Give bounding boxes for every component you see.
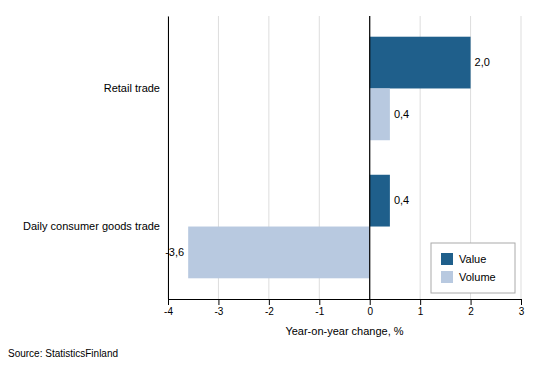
legend-swatch — [441, 253, 453, 265]
x-axis: -4 -3 -2 -1 0 1 2 3 — [164, 299, 525, 317]
x-axis-line — [169, 300, 522, 306]
data-label: -3,6 — [165, 246, 184, 258]
x-axis-title: Year-on-year change, % — [285, 325, 403, 337]
x-tick: 0 — [367, 299, 373, 317]
x-tick-label: -1 — [315, 306, 324, 317]
source-note: Source: StatisticsFinland — [8, 348, 118, 359]
x-tick-label: 0 — [367, 306, 373, 317]
x-tick-mark — [521, 299, 522, 305]
zero-line — [369, 16, 370, 299]
data-label: 0,4 — [394, 194, 409, 206]
legend-label: Value — [459, 253, 486, 265]
legend-label: Volume — [459, 271, 496, 283]
x-tick-label: 3 — [519, 306, 525, 317]
bar — [188, 227, 370, 279]
x-tick-label: 2 — [468, 306, 474, 317]
y-tick-label: Daily consumer goods trade — [23, 220, 160, 232]
legend-box — [431, 243, 515, 293]
x-tick: 1 — [418, 299, 424, 317]
bar — [370, 88, 390, 140]
x-tick: -3 — [214, 299, 223, 317]
x-tick: -1 — [315, 299, 324, 317]
x-tick: 3 — [519, 299, 525, 317]
data-label: 2,0 — [475, 56, 490, 68]
legend-swatch — [441, 271, 453, 283]
x-tick-mark — [269, 299, 270, 305]
legend-item: Value — [441, 253, 486, 265]
x-tick-mark — [370, 299, 371, 305]
x-tick: -2 — [265, 299, 274, 317]
data-labels: 0,4 2,0 -3,6 0,4 — [165, 56, 490, 258]
legend: Value Volume — [431, 243, 515, 293]
bar — [370, 37, 471, 89]
data-label: 0,4 — [394, 108, 409, 120]
x-tick-mark — [218, 299, 219, 305]
grid — [168, 16, 521, 299]
x-tick: -4 — [164, 299, 173, 317]
plot: -4 -3 -2 -1 0 1 2 3 Retail trade Daily consumer g… — [23, 16, 525, 337]
x-tick: 2 — [468, 299, 474, 317]
x-tick-label: -4 — [164, 306, 173, 317]
grid-line — [521, 16, 522, 299]
x-tick-label: -2 — [265, 306, 274, 317]
x-tick-label: 1 — [418, 306, 424, 317]
x-tick-mark — [319, 299, 320, 305]
y-tick-label: Retail trade — [104, 82, 160, 94]
grid-line — [369, 16, 370, 299]
chart: -4 -3 -2 -1 0 1 2 3 Retail trade Daily consumer g… — [0, 0, 541, 365]
y-tick: Daily consumer goods trade — [23, 220, 168, 232]
x-tick-mark — [420, 299, 421, 305]
series — [370, 37, 471, 227]
y-tick: Retail trade — [104, 82, 168, 94]
x-tick-label: -3 — [214, 306, 223, 317]
series — [188, 88, 390, 278]
bar — [370, 175, 390, 227]
x-tick-mark — [471, 299, 472, 305]
bars — [188, 37, 470, 279]
y-axis: Retail trade Daily consumer goods trade — [23, 17, 168, 300]
legend-item: Volume — [441, 271, 496, 283]
x-tick-mark — [168, 299, 169, 305]
